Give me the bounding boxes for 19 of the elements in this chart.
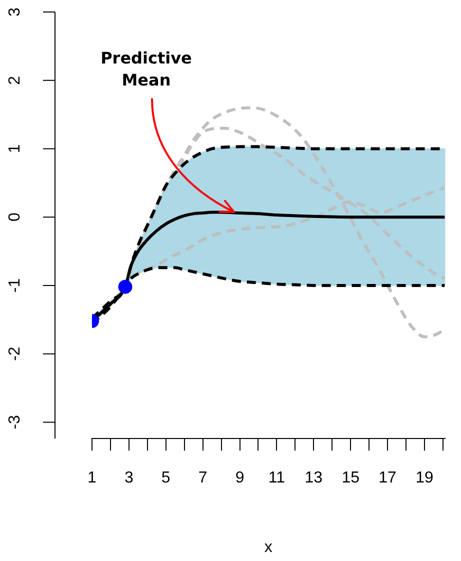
x-tick-label: 17: [378, 470, 397, 487]
annotation: Predictive Mean: [100, 48, 192, 90]
x-tick-label: 19: [416, 470, 434, 487]
y-tick-label: -2: [6, 346, 24, 361]
x-tick-label: 9: [235, 470, 244, 487]
y-tick-label: 3: [6, 7, 24, 16]
y-tick-label: 1: [6, 144, 24, 154]
x-axis-title: x: [264, 538, 272, 556]
x-tick-label: 11: [268, 470, 286, 487]
x-tick-label: 13: [304, 470, 323, 487]
x-tick-label: 15: [342, 470, 360, 487]
y-tick-label: -3: [6, 414, 24, 430]
y-tick-label: 2: [6, 76, 24, 85]
y-tick-label: -1: [6, 278, 24, 293]
x-tick-label: 7: [198, 470, 208, 487]
x-tick-label: 3: [124, 470, 134, 487]
y-tick-label: 0: [6, 212, 24, 222]
x-tick-label: 1: [88, 470, 97, 487]
x-tick-label: 5: [161, 470, 170, 487]
